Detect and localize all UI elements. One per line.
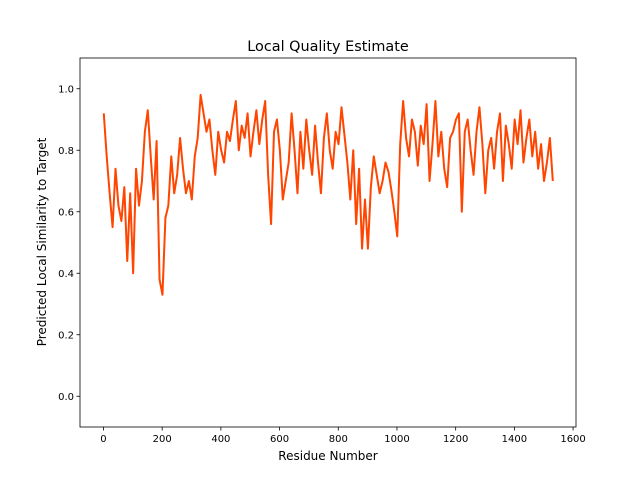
x-tick-label: 200 <box>153 434 172 445</box>
x-tick-label: 600 <box>270 434 289 445</box>
plot-frame <box>79 57 577 428</box>
x-tick-label: 1400 <box>502 434 527 445</box>
y-tick-label: 1.0 <box>58 84 74 95</box>
x-tick-label: 800 <box>329 434 348 445</box>
plot-area <box>80 58 576 427</box>
x-tick-label: 1200 <box>443 434 468 445</box>
y-axis-ticks: 0.0 0.2 0.4 0.6 0.8 1.0 <box>58 84 80 403</box>
x-tick-label: 0 <box>100 434 106 445</box>
y-axis-label: Predicted Local Similarity to Target <box>35 137 49 346</box>
y-tick-label: 0.4 <box>58 269 74 280</box>
x-tick-label: 1600 <box>560 434 585 445</box>
series-line <box>102 93 554 296</box>
series-layer <box>102 93 554 296</box>
y-tick-label: 0.8 <box>58 146 74 157</box>
x-tick-label: 1000 <box>384 434 409 445</box>
chart-title: Local Quality Estimate <box>247 39 409 55</box>
y-tick-label: 0.0 <box>58 392 74 403</box>
x-tick-label: 400 <box>211 434 230 445</box>
x-axis-label: Residue Number <box>278 449 377 463</box>
x-axis-ticks: 0 200 400 600 800 1000 1200 1400 1600 <box>100 427 586 445</box>
y-tick-label: 0.2 <box>58 330 74 341</box>
y-tick-label: 0.6 <box>58 207 74 218</box>
